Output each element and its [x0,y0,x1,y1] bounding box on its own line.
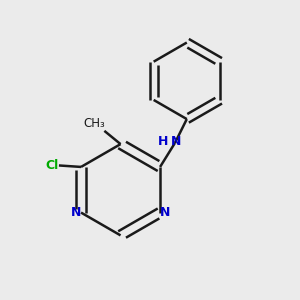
Text: Cl: Cl [45,159,58,172]
Text: N: N [70,206,81,219]
Text: N: N [171,135,182,148]
Text: H: H [158,135,168,148]
Text: CH₃: CH₃ [83,117,105,130]
Text: N: N [160,206,171,219]
